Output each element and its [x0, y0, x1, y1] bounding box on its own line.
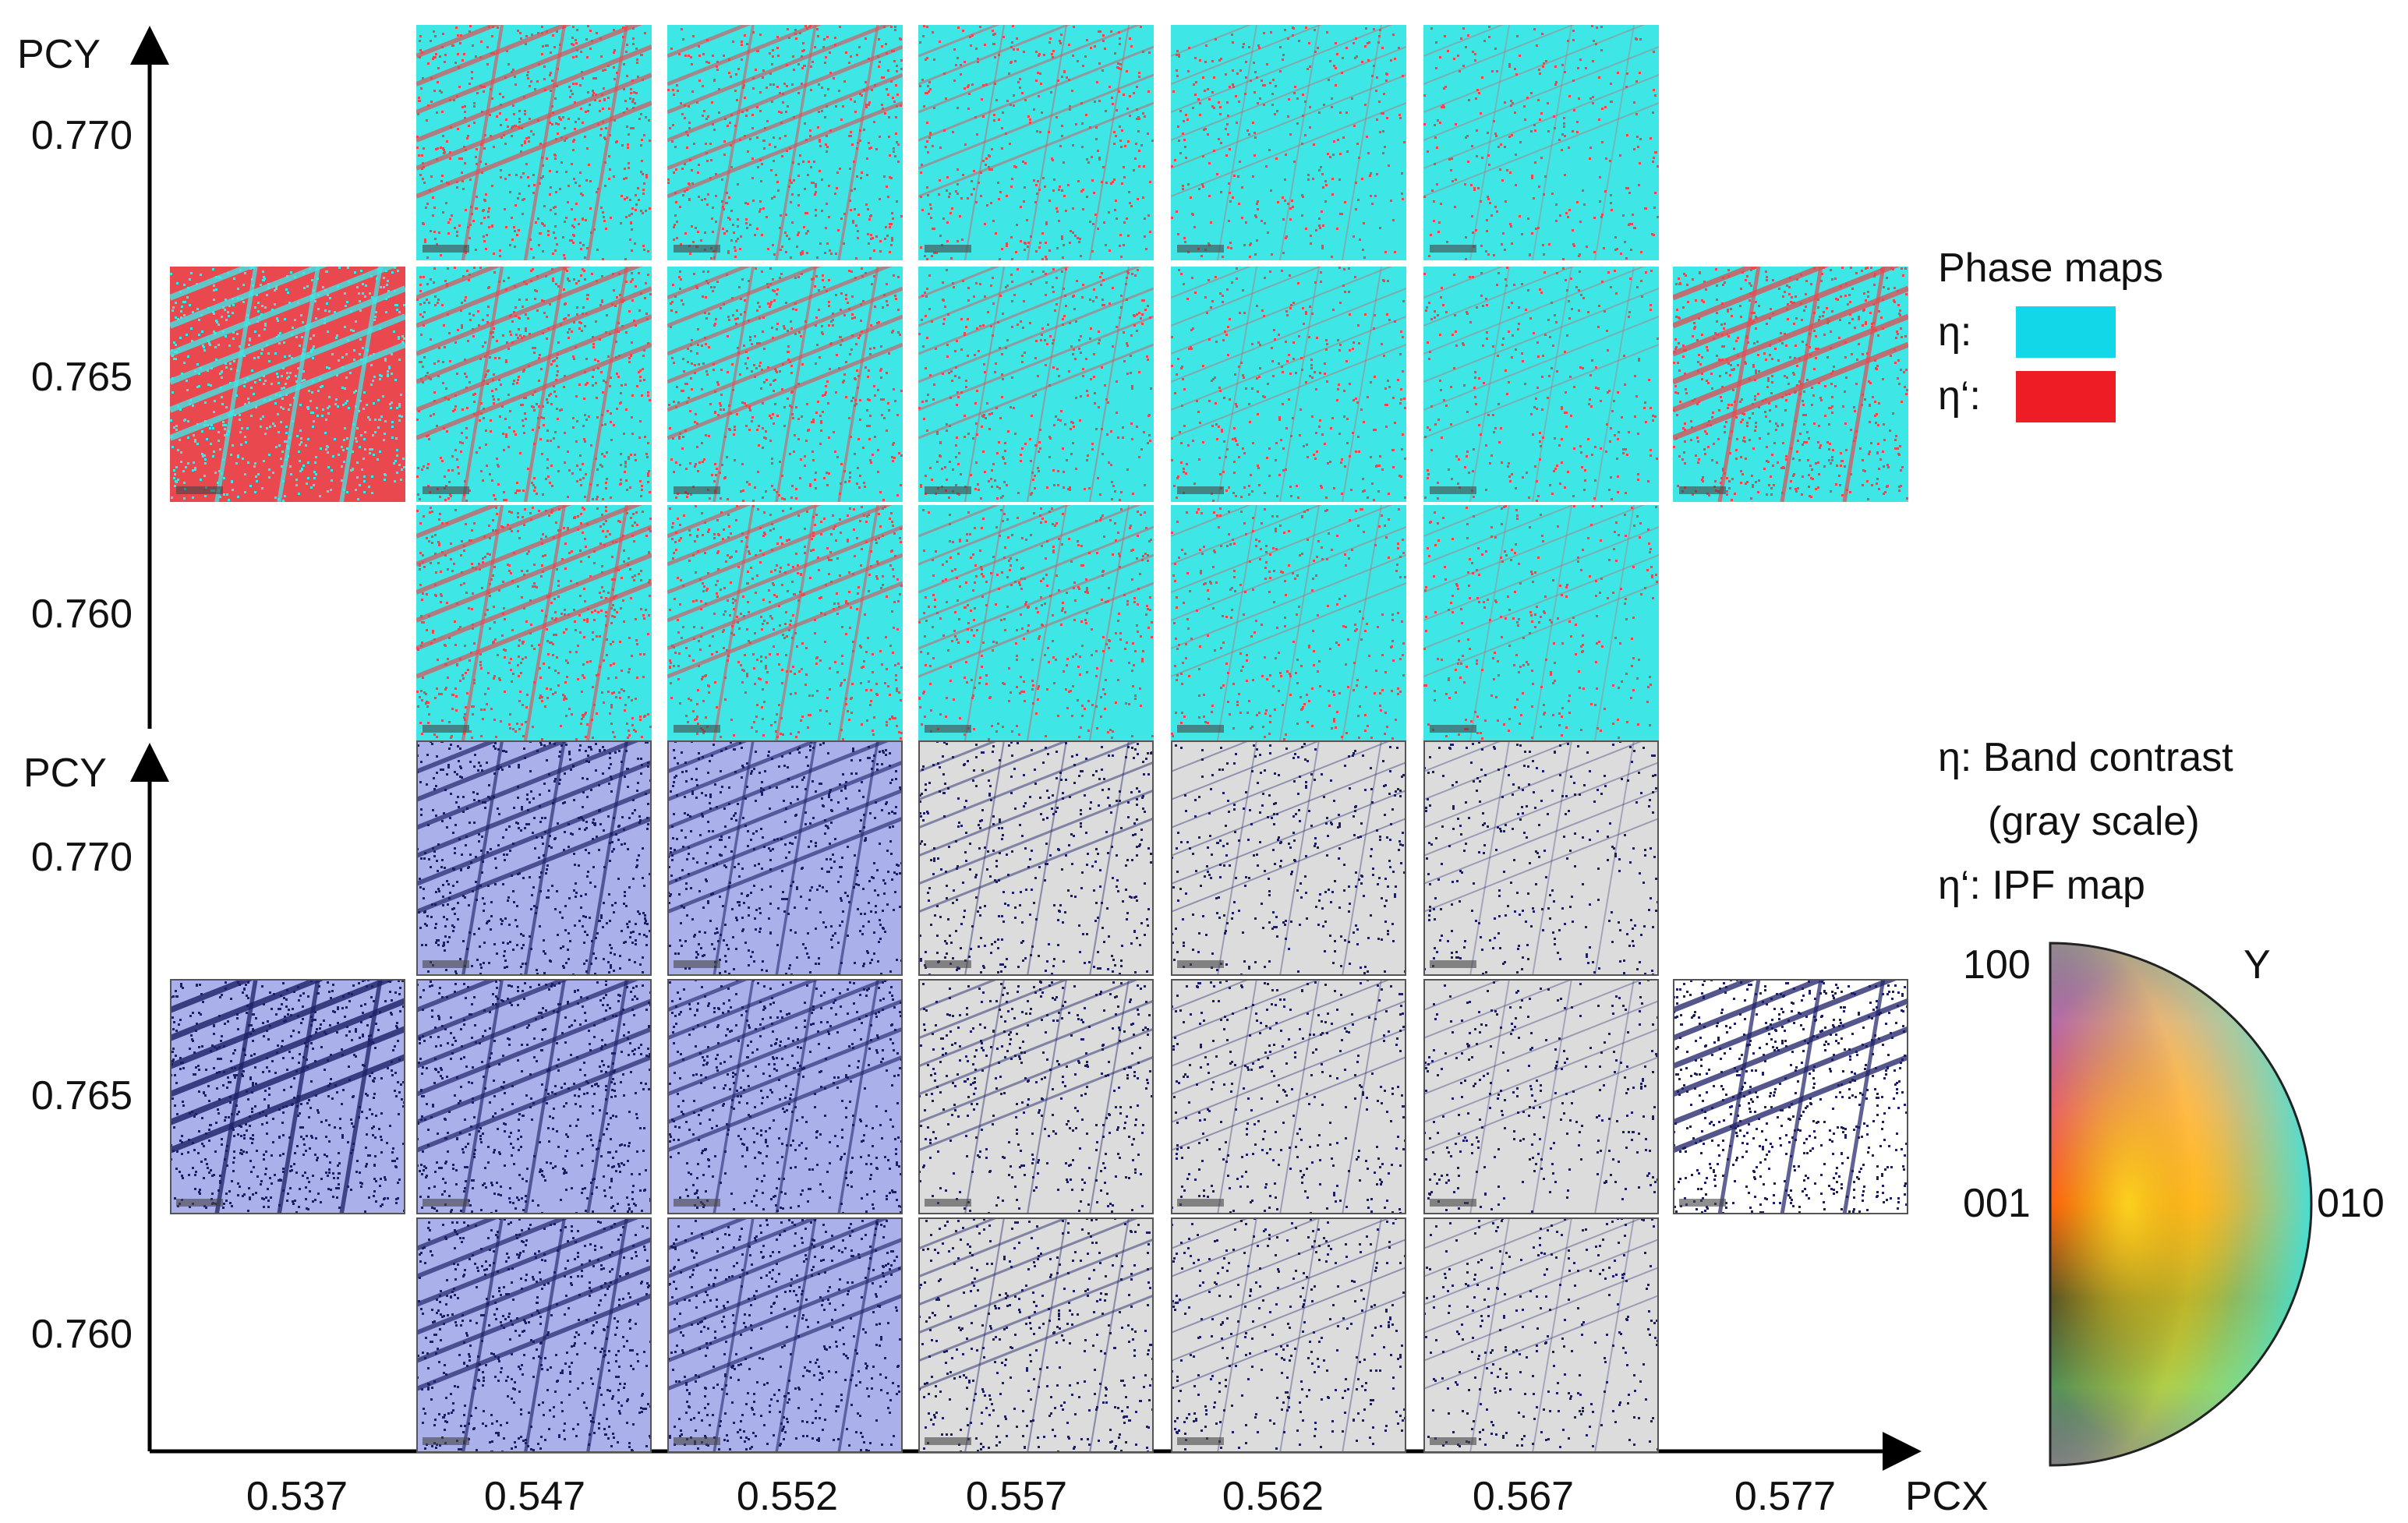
x-tick-0537: 0.537: [246, 1474, 348, 1519]
phase-legend-eta-prime-label: η‘:: [1938, 373, 1981, 419]
phase-map-pcy0760-pcx0562: [1171, 505, 1406, 740]
phase-map-pcy0760-pcx0567: [1423, 505, 1659, 740]
ipf-map-pcy0765-pcx0562: [1171, 979, 1406, 1214]
phase-map-pcy0765-pcx0557: [918, 267, 1154, 502]
phase-map-pcy0760-pcx0547: [416, 505, 652, 740]
ipf-map-pcy0765-pcx0537: [170, 979, 405, 1214]
ipf-map-pcy0770-pcx0552: [667, 740, 903, 976]
upper-y-tick-0770: 0.770: [30, 113, 133, 158]
x-tick-0567: 0.567: [1472, 1474, 1575, 1519]
phase-map-pcy0760-pcx0557: [918, 505, 1154, 740]
lower-y-tick-0760: 0.760: [30, 1312, 133, 1357]
x-tick-0552: 0.552: [736, 1474, 839, 1519]
ipf-map-pcy0760-pcx0557: [918, 1217, 1154, 1453]
x-tick-0577: 0.577: [1734, 1474, 1837, 1519]
ipf-label-010: 010: [2317, 1181, 2385, 1226]
ipf-map-pcy0760-pcx0567: [1423, 1217, 1659, 1453]
phase-map-pcy0770-pcx0547: [416, 25, 652, 260]
lower-legend-line3: η‘: IPF map: [1938, 863, 2145, 908]
phase-map-pcy0765-pcx0537: [170, 267, 405, 502]
ipf-map-pcy0770-pcx0562: [1171, 740, 1406, 976]
phase-map-pcy0765-pcx0552: [667, 267, 903, 502]
ipf-map-pcy0765-pcx0552: [667, 979, 903, 1214]
phase-map-pcy0765-pcx0547: [416, 267, 652, 502]
upper-y-tick-0760: 0.760: [30, 592, 133, 637]
ipf-map-pcy0760-pcx0552: [667, 1217, 903, 1453]
lower-y-axis-title: PCY: [23, 751, 107, 796]
x-tick-0557: 0.557: [965, 1474, 1068, 1519]
ipf-map-pcy0770-pcx0547: [416, 740, 652, 976]
lower-y-tick-0770: 0.770: [30, 835, 133, 880]
x-axis-title: PCX: [1905, 1474, 1989, 1519]
ipf-color-key: [2049, 942, 2313, 1467]
phase-legend-eta-prime-swatch: [2016, 371, 2116, 422]
phase-legend-eta-label: η:: [1938, 309, 1972, 355]
ipf-map-pcy0765-pcx0557: [918, 979, 1154, 1214]
ipf-map-pcy0765-pcx0577: [1673, 979, 1908, 1214]
lower-y-tick-0765: 0.765: [30, 1073, 133, 1118]
phase-map-pcy0770-pcx0552: [667, 25, 903, 260]
ipf-map-pcy0770-pcx0567: [1423, 740, 1659, 976]
ipf-map-pcy0770-pcx0557: [918, 740, 1154, 976]
phase-legend-title: Phase maps: [1938, 246, 2164, 291]
ipf-map-pcy0765-pcx0547: [416, 979, 652, 1214]
ipf-map-pcy0765-pcx0567: [1423, 979, 1659, 1214]
phase-map-pcy0770-pcx0567: [1423, 25, 1659, 260]
ipf-map-pcy0760-pcx0562: [1171, 1217, 1406, 1453]
upper-y-axis-title: PCY: [17, 32, 101, 77]
phase-map-pcy0765-pcx0567: [1423, 267, 1659, 502]
x-tick-0562: 0.562: [1222, 1474, 1324, 1519]
upper-y-tick-0765: 0.765: [30, 355, 133, 400]
x-tick-0547: 0.547: [483, 1474, 586, 1519]
phase-map-pcy0770-pcx0562: [1171, 25, 1406, 260]
ipf-label-y: Y: [2244, 942, 2271, 988]
ipf-map-pcy0760-pcx0547: [416, 1217, 652, 1453]
phase-map-pcy0770-pcx0557: [918, 25, 1154, 260]
ipf-label-001: 001: [1963, 1181, 2031, 1226]
phase-map-pcy0765-pcx0562: [1171, 267, 1406, 502]
ipf-label-100: 100: [1963, 942, 2031, 988]
lower-legend-line2: (gray scale): [1988, 799, 2200, 844]
lower-legend-line1: η: Band contrast: [1938, 735, 2233, 780]
phase-map-pcy0765-pcx0577: [1673, 267, 1908, 502]
phase-legend-eta-swatch: [2016, 306, 2116, 358]
phase-map-pcy0760-pcx0552: [667, 505, 903, 740]
